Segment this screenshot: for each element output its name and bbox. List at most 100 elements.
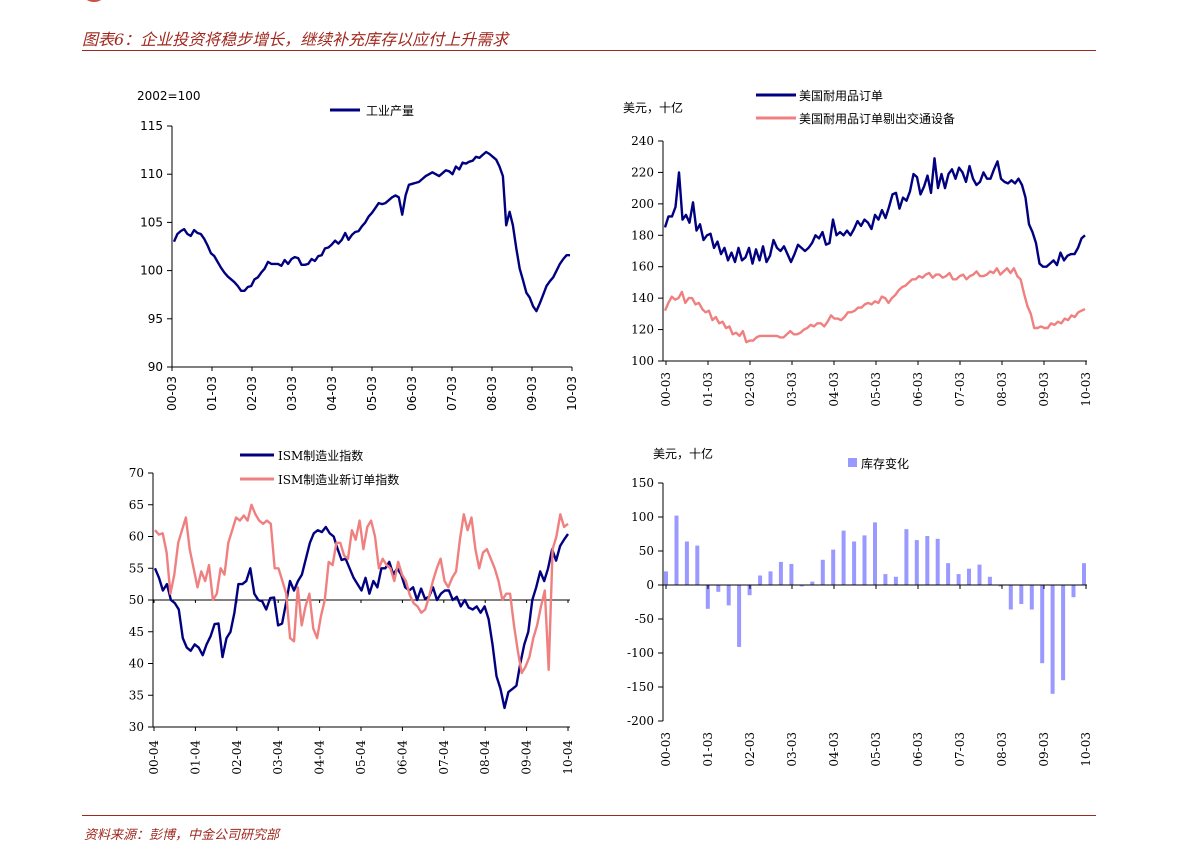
legend-label: ISM制造业指数 [278, 448, 363, 463]
bar [1019, 585, 1024, 604]
legend-label: 美国耐用品订单剔出交通设备 [799, 111, 955, 126]
x-tick-label: 05-03 [869, 372, 883, 407]
bar [956, 574, 961, 585]
bar [967, 568, 971, 585]
x-tick-label: 01-03 [701, 732, 715, 767]
company-logo [86, 0, 102, 2]
x-tick-label: 06-03 [911, 372, 925, 407]
bar [726, 585, 731, 606]
series-line-1 [663, 157, 1086, 268]
y-tick-label: 180 [631, 228, 654, 242]
bar [799, 585, 804, 587]
x-tick-label: 04-03 [827, 732, 841, 767]
source-note: 资料来源：彭博，中金公司研究部 [84, 828, 280, 843]
bar [705, 585, 710, 609]
series-line-2 [663, 267, 1086, 344]
bar [1050, 585, 1055, 694]
bar [810, 581, 815, 585]
y-tick-label: 220 [631, 165, 654, 179]
y-tick-label: 200 [631, 197, 654, 211]
x-tick-label: 02-04 [230, 740, 244, 775]
bar [1082, 563, 1086, 585]
bar [914, 540, 919, 585]
x-tick-label: 07-04 [437, 740, 451, 775]
x-tick-label: 04-04 [313, 740, 327, 775]
y-tick-label: 0 [646, 578, 654, 592]
bar [1061, 585, 1066, 681]
x-tick-label: 00-04 [147, 740, 161, 775]
y-tick-label: 70 [129, 466, 144, 480]
x-tick-label: 05-04 [354, 740, 368, 775]
y-tick-label: 95 [148, 312, 163, 326]
y-tick-label: 50 [639, 544, 654, 558]
x-tick-label: 07-03 [953, 732, 967, 767]
x-tick-label: 07-03 [953, 372, 967, 407]
y-tick-label: 45 [129, 625, 144, 639]
x-tick-label: 09-03 [1037, 372, 1051, 407]
x-tick-label: 00-03 [659, 732, 673, 767]
y-tick-label: -50 [635, 612, 654, 626]
bar [904, 529, 909, 585]
legend-label: ISM制造业新订单指数 [278, 472, 399, 487]
x-tick-label: 01-04 [188, 740, 202, 775]
ism-index-chart: 30 35 40 45 50 55 60 65 70 00-04 01-04 02-04 03-04 04… [129, 448, 575, 775]
page-title: 图表6：企业投资将稳步增长，继续补充库存以应付上升需求 [82, 30, 509, 49]
x-tick-label: 02-03 [743, 732, 757, 767]
bar [852, 541, 857, 585]
y-tick-label: 240 [631, 134, 654, 148]
footer-divider [82, 815, 1096, 816]
y-tick-label: 50 [129, 593, 144, 607]
bar [831, 549, 836, 585]
bar [987, 576, 992, 585]
x-tick-label: 00-03 [165, 376, 179, 411]
bar [998, 585, 1003, 587]
y-tick-label: 65 [129, 498, 144, 512]
y-tick-label: -150 [627, 680, 654, 694]
legend-label: 美国耐用品订单 [799, 89, 883, 103]
legend-label: 库存变化 [861, 456, 909, 471]
unit-label: 美元，十亿 [623, 100, 683, 115]
x-tick-label: 04-03 [827, 372, 841, 407]
bar [747, 585, 752, 596]
x-tick-label: 08-03 [485, 376, 499, 411]
legend-label: 工业产量 [366, 104, 414, 118]
y-tick-label: 55 [129, 561, 144, 575]
y-tick-label: 160 [631, 260, 654, 274]
bar [695, 545, 700, 585]
inventory-change-chart: -200 -150 -100 -50 0 50 100 150 00-03 01-03 02-03 0… [627, 446, 1093, 767]
x-tick-label: 10-04 [561, 740, 575, 775]
bar [862, 535, 867, 585]
bar [935, 538, 940, 585]
x-tick-label: 10-03 [1079, 732, 1093, 767]
bar [664, 571, 668, 585]
y-tick-label: 35 [129, 688, 144, 702]
bar [820, 559, 825, 585]
bar [841, 530, 846, 585]
bar [1040, 585, 1045, 664]
x-tick-label: 06-03 [405, 376, 419, 411]
bar [684, 541, 689, 585]
legend-swatch [848, 458, 857, 467]
durable-goods-chart: 100 120 140 160 180 200 220 240 00-03 01-03 02-03 0… [623, 89, 1093, 407]
series-line-1 [172, 150, 570, 313]
x-tick-label: 03-03 [785, 732, 799, 767]
bar [674, 515, 679, 585]
x-tick-label: 03-04 [271, 740, 285, 775]
unit-label: 2002=100 [137, 89, 201, 103]
y-tick-label: -100 [627, 646, 654, 660]
bar [1071, 585, 1076, 598]
bar [1008, 585, 1013, 610]
industrial-production-chart: 90 95 100 105 110 115 00-03 01-03 02-03 03-03 04-0… [137, 89, 579, 411]
x-tick-label: 08-03 [995, 372, 1009, 407]
x-tick-label: 10-03 [565, 376, 579, 411]
y-tick-label: 110 [140, 167, 163, 181]
bar [873, 522, 877, 585]
x-tick-label: 09-03 [1037, 732, 1051, 767]
x-tick-label: 08-04 [478, 740, 492, 775]
bar [789, 563, 794, 585]
bar [737, 585, 742, 647]
y-tick-label: 120 [631, 323, 654, 337]
y-tick-label: -200 [627, 714, 654, 728]
x-tick-label: 00-03 [659, 372, 673, 407]
unit-label: 美元，十亿 [653, 446, 713, 461]
